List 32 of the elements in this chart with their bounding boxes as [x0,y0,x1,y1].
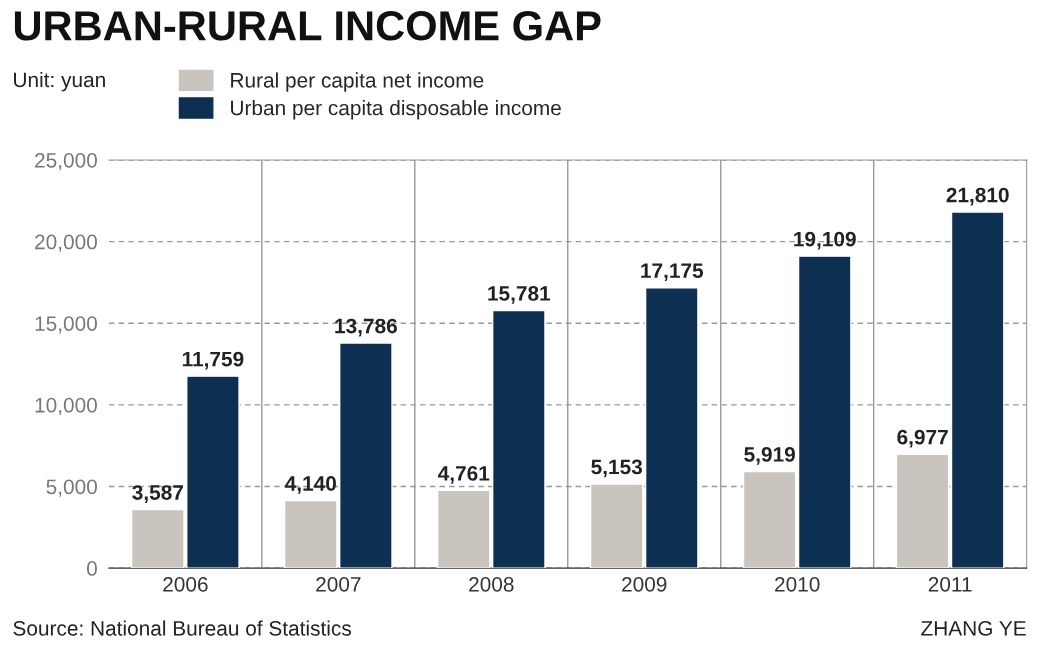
y-tick-label: 25,000 [35,152,97,171]
x-tick-label: 2009 [622,576,667,592]
data-label: 13,786 [335,318,397,337]
x-tick-label: 2010 [775,576,820,592]
bar [895,453,950,569]
data-label: 4,140 [285,476,336,494]
bar [950,211,1005,569]
y-tick-label: 20,000 [35,234,97,252]
text: ZHANG YE [921,620,1026,636]
text: Unit: yuan [14,71,105,92]
chart-title: URBAN-RURAL INCOME GAP [14,11,601,41]
y-tick-label: 0 [87,561,97,576]
data-label: 17,175 [641,263,704,282]
data-label: 11,759 [182,351,244,370]
legend-label: Rural per capita net income [231,72,484,92]
data-label: 6,977 [897,429,948,448]
legend-label: Urban per capita disposable income [231,100,561,120]
x-tick-label: 2007 [316,576,361,592]
x-tick-label: 2011 [928,576,972,592]
data-label: 21,810 [946,187,1009,206]
source-note: Source: National Bureau of Statistics [13,620,351,636]
data-label: 4,761 [438,465,490,484]
x-tick-label: 2006 [163,576,208,592]
x-tick-label: 2008 [469,576,514,592]
y-tick-label: 15,000 [35,316,97,334]
y-tick-label: 10,000 [35,397,97,416]
data-label: 5,919 [744,447,795,465]
data-label: 3,587 [132,485,183,503]
y-tick-label: 5,000 [46,479,97,497]
data-label: 5,153 [591,459,643,478]
data-label: 19,109 [794,231,856,250]
data-label: 15,781 [488,286,551,304]
